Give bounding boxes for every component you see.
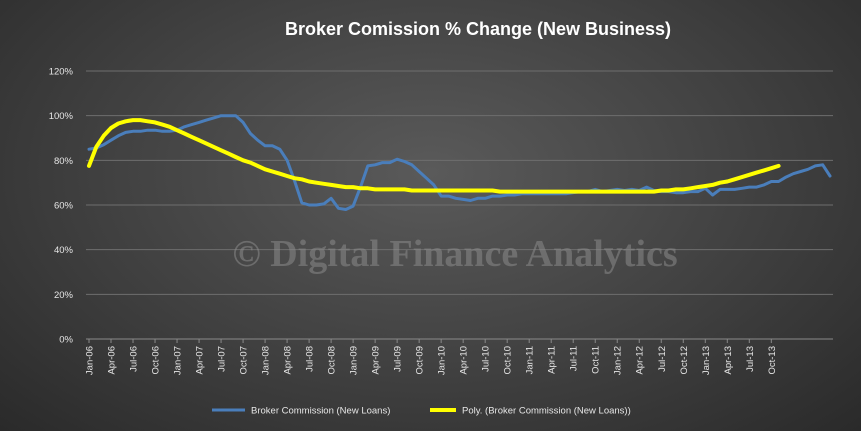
y-tick-label: 40%: [54, 245, 74, 256]
x-tick-label: Oct-12: [679, 346, 690, 375]
x-tick-label: Apr-06: [107, 346, 118, 375]
legend-label-poly-trendline: Poly. (Broker Commission (New Loans)): [462, 406, 631, 417]
y-tick-label: 120%: [49, 67, 74, 78]
legend-label-broker-commission: Broker Commission (New Loans): [251, 406, 390, 417]
x-tick-label: Jan-09: [349, 346, 360, 375]
series-line-broker-commission: [87, 114, 832, 211]
x-tick-label: Jul-06: [129, 346, 140, 372]
x-tick-label: Jan-08: [261, 346, 272, 375]
x-tick-label: Oct-10: [503, 346, 514, 375]
x-tick-label: Jul-08: [305, 346, 316, 372]
x-axis: Jan-06 Apr-06 Jul-06 Oct-06 Jan-07 Apr-07 Jul-…: [85, 338, 833, 375]
gridlines: [86, 70, 833, 340]
x-tick-label: Oct-06: [151, 346, 162, 375]
x-tick-label: Jul-07: [217, 346, 228, 372]
x-tick-label: Jul-10: [481, 346, 492, 372]
x-tick-label: Jul-09: [393, 346, 404, 372]
x-tick-label: Oct-07: [239, 346, 250, 375]
x-tick-label: Jan-07: [173, 346, 184, 375]
x-tick-label: Apr-08: [283, 346, 294, 375]
x-tick-label: Apr-07: [195, 346, 206, 375]
x-tick-label: Apr-10: [459, 346, 470, 375]
x-tick-label: Jan-12: [613, 346, 624, 375]
y-axis: 0% 20% 40% 60% 80% 100% 120%: [49, 67, 74, 346]
x-tick-label: Oct-09: [415, 346, 426, 375]
y-tick-label: 100%: [49, 111, 74, 122]
x-tick-label: Jan-06: [85, 346, 96, 375]
x-tick-label: Apr-13: [723, 346, 734, 375]
y-tick-label: 20%: [54, 290, 74, 301]
x-tick-label: Oct-11: [591, 346, 602, 374]
x-tick-label: Oct-08: [327, 346, 338, 375]
chart-title: Broker Comission % Change (New Business): [285, 19, 671, 39]
x-tick-label: Jul-13: [745, 346, 756, 372]
x-tick-label: Apr-11: [547, 346, 558, 374]
y-tick-label: 60%: [54, 201, 74, 212]
y-tick-label: 0%: [59, 335, 73, 346]
x-tick-label: Jan-13: [701, 346, 712, 375]
x-tick-label: Jan-11: [525, 346, 536, 374]
y-tick-label: 80%: [54, 156, 74, 167]
x-tick-label: Apr-12: [635, 346, 646, 375]
x-tick-label: Jul-11: [569, 346, 580, 371]
x-tick-label: Oct-13: [767, 346, 778, 375]
legend: Broker Commission (New Loans) Poly. (Bro…: [212, 406, 631, 417]
series-lines: [87, 114, 832, 211]
x-tick-label: Jan-10: [437, 346, 448, 375]
series-line-poly-trendline: [87, 118, 781, 194]
watermark: © Digital Finance Analytics: [232, 233, 677, 275]
x-tick-label: Jul-12: [657, 346, 668, 372]
x-tick-label: Apr-09: [371, 346, 382, 375]
